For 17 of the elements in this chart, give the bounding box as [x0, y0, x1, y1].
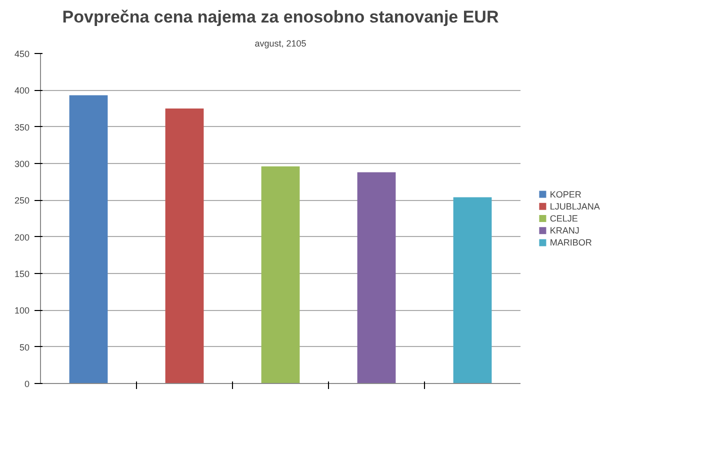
legend-label: KRANJ [550, 226, 580, 236]
chart-title: Povprečna cena najema za enosobno stanovanje EUR [62, 8, 499, 26]
y-tick-label: 150 [14, 269, 30, 279]
legend-label: KOPER [550, 189, 582, 200]
y-tick-label: 50 [19, 342, 30, 352]
chart-subtitle: avgust, 2105 [254, 38, 306, 48]
y-tick-label: 400 [14, 86, 30, 96]
y-tick-label: 100 [14, 306, 30, 316]
y-tick-label: 0 [24, 379, 30, 389]
y-tick-label: 200 [14, 232, 30, 242]
y-tick-label: 300 [14, 159, 30, 169]
legend-label: MARIBOR [550, 238, 592, 248]
y-tick-label: 250 [14, 196, 30, 206]
y-tick-label: 450 [14, 49, 30, 59]
y-tick-label: 350 [14, 122, 30, 132]
legend-label: CELJE [550, 214, 578, 224]
legend-label: LJUBLJANA [550, 201, 600, 212]
